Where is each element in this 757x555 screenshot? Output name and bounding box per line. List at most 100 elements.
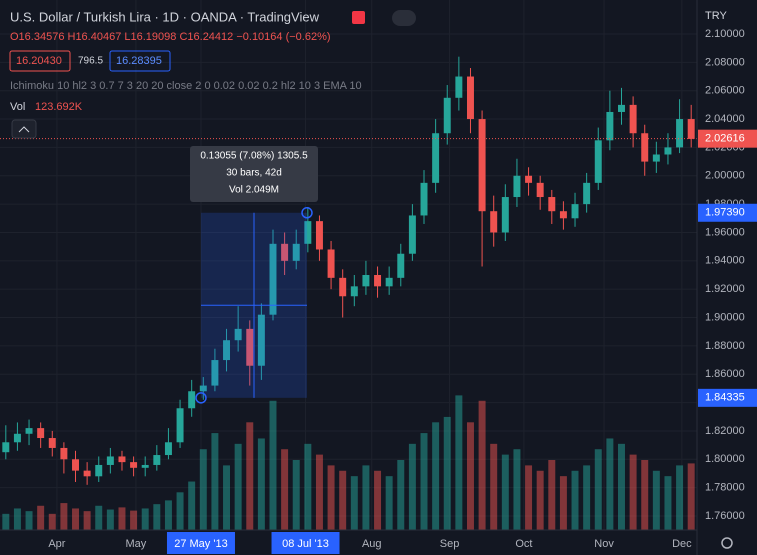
more-button[interactable] bbox=[392, 10, 416, 26]
spread: 796.5 bbox=[78, 56, 103, 67]
settings-icon[interactable] bbox=[721, 537, 733, 549]
candle-body bbox=[13, 433, 21, 443]
y-tick-label: 1.78000 bbox=[705, 482, 745, 494]
flag-icon[interactable] bbox=[352, 11, 365, 24]
y-tick-label: 1.92000 bbox=[705, 283, 745, 295]
volume-bar bbox=[362, 465, 370, 530]
candle-body bbox=[130, 462, 138, 468]
measure-end bbox=[301, 207, 313, 219]
high: H16.40467 bbox=[68, 31, 122, 43]
candle-body bbox=[606, 111, 614, 141]
candle-body bbox=[106, 456, 114, 465]
volume-bar bbox=[350, 476, 358, 530]
x-tick-label: May bbox=[126, 538, 147, 550]
collapse-icon bbox=[18, 126, 30, 133]
volume-bar bbox=[269, 400, 277, 530]
volume-bar bbox=[72, 508, 79, 530]
volume-bar bbox=[48, 513, 56, 530]
candle-body bbox=[83, 470, 91, 477]
candle-body bbox=[571, 204, 579, 219]
candle-body bbox=[2, 442, 10, 453]
y-tick-label: 2.06000 bbox=[705, 85, 745, 97]
ask-box[interactable] bbox=[109, 50, 171, 72]
volume-bar bbox=[536, 470, 544, 530]
candle-body bbox=[327, 249, 335, 278]
volume-bar bbox=[606, 438, 614, 530]
change: −0.10164 (−0.62%) bbox=[236, 31, 330, 43]
candle-body bbox=[466, 76, 474, 120]
candle-body bbox=[164, 442, 172, 456]
measure-start bbox=[195, 392, 207, 404]
candle-body bbox=[525, 175, 533, 183]
candle-body bbox=[652, 154, 660, 162]
volume-bar bbox=[385, 476, 393, 530]
candle-body bbox=[536, 182, 544, 198]
candle-body bbox=[676, 119, 684, 148]
volume-bar bbox=[664, 476, 672, 530]
candle-body bbox=[501, 197, 509, 233]
y-tick-label: 1.88000 bbox=[705, 340, 745, 352]
x-tick-label: 08 Jul '13 bbox=[282, 538, 329, 550]
bid-box[interactable] bbox=[9, 50, 71, 72]
measure-price-tag bbox=[698, 203, 757, 222]
x-tick-label: Dec bbox=[672, 538, 692, 550]
last-price-tag bbox=[698, 129, 757, 148]
volume-bar bbox=[490, 443, 498, 530]
candle-body bbox=[432, 133, 440, 183]
x-tick-label: Apr bbox=[48, 538, 65, 550]
candle-body bbox=[304, 221, 312, 244]
measure-price-tag bbox=[698, 388, 757, 407]
volume-bar bbox=[164, 500, 172, 530]
candle-body bbox=[513, 175, 521, 198]
candle-body bbox=[234, 328, 242, 341]
candle-body bbox=[490, 211, 498, 233]
volume-bar bbox=[594, 449, 602, 530]
volume-bar bbox=[641, 460, 649, 530]
candle-body bbox=[664, 147, 672, 155]
candle-body bbox=[95, 464, 103, 477]
candle-body bbox=[548, 197, 556, 212]
y-tick-label: 1.76000 bbox=[705, 510, 745, 522]
volume-bar bbox=[211, 433, 219, 530]
overlay-layer: 0.13055 (7.08%) 1305.5 30 bars, 42d Vol 2.… bbox=[0, 138, 697, 404]
candle-body bbox=[374, 275, 382, 287]
measure-tooltip-line: Vol 2.049M bbox=[229, 185, 279, 196]
candle-body bbox=[385, 277, 393, 287]
volume-bar bbox=[513, 449, 521, 530]
volume-bar bbox=[687, 463, 695, 530]
candle-body bbox=[141, 464, 149, 468]
volume-bar bbox=[339, 470, 347, 530]
measure-tooltip bbox=[190, 146, 318, 202]
y-tick-label: 2.10000 bbox=[705, 28, 745, 40]
candle-body bbox=[362, 275, 370, 287]
candle-body bbox=[687, 119, 695, 139]
currency[interactable]: TRY bbox=[705, 10, 727, 22]
volume-bar bbox=[432, 422, 440, 530]
volume-bar bbox=[118, 507, 126, 530]
volume-bar bbox=[455, 395, 463, 530]
volume-bar bbox=[304, 443, 312, 530]
volume-bar bbox=[199, 449, 207, 530]
volume-bar bbox=[257, 438, 265, 530]
volume-bar bbox=[327, 465, 335, 530]
candle-body bbox=[443, 97, 451, 134]
candle-body bbox=[269, 243, 277, 315]
candle-body bbox=[257, 314, 265, 366]
volume-bar bbox=[618, 443, 625, 530]
candle-body bbox=[594, 140, 602, 183]
volume-bar bbox=[397, 460, 405, 530]
x-tick-highlight bbox=[271, 532, 340, 554]
chart-title: U.S. Dollar / Turkish Lira · 1D · OANDA … bbox=[10, 9, 320, 24]
volume-bar bbox=[141, 508, 149, 530]
y-tick-label: 2.08000 bbox=[705, 56, 745, 68]
measure-tooltip-line: 30 bars, 42d bbox=[226, 168, 282, 179]
candle-body bbox=[559, 211, 567, 219]
collapse-button[interactable] bbox=[11, 119, 37, 139]
volume-bar bbox=[95, 505, 103, 530]
volume-bar bbox=[501, 454, 509, 530]
candle-body bbox=[48, 438, 56, 448]
low: L16.19098 bbox=[124, 31, 176, 43]
volume-bar bbox=[466, 422, 474, 530]
measure-price-label: 1.97390 bbox=[705, 207, 745, 219]
volume-bar bbox=[374, 470, 382, 530]
